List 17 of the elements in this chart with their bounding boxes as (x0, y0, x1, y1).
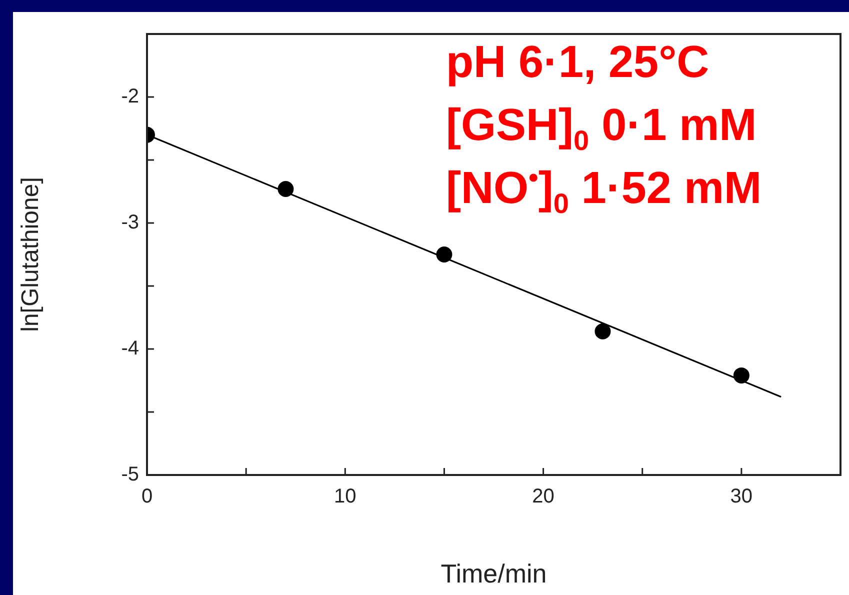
x-tick-label: 20 (532, 486, 554, 508)
point (733, 367, 750, 384)
annotation: pH 6·1, 25°C (446, 35, 710, 89)
point (436, 246, 452, 262)
x-tick-label: 10 (334, 486, 356, 508)
point (278, 180, 294, 197)
y-tick-label: -4 (121, 338, 139, 360)
x-tick-label: 0 (141, 486, 153, 508)
annotation: [NO$^{•}$]$_{0}$ 1·52 mM (446, 161, 762, 219)
annotation: [GSH]$_{0}$ 0·1 mM (446, 98, 758, 156)
point (594, 323, 611, 340)
y-tick-label: -5 (121, 464, 139, 486)
y-tick-label: -3 (121, 212, 139, 234)
y-axis-title: ln[Glutathione] (17, 177, 44, 332)
x-tick-label: 30 (730, 486, 753, 508)
y-tick-label: -2 (121, 86, 139, 108)
x-axis-title: Time/min (440, 558, 547, 589)
